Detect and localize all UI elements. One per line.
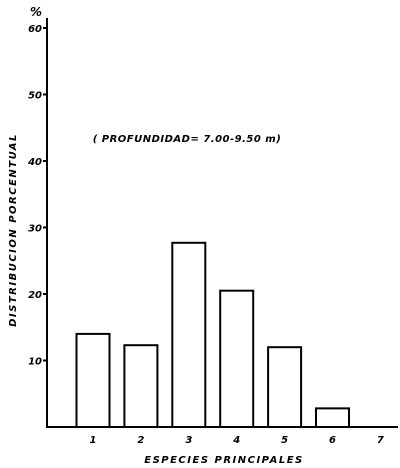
bar-2 xyxy=(123,344,159,428)
x-tick-label-7: 7 xyxy=(377,435,384,446)
x-tick-label-3: 3 xyxy=(185,435,192,446)
y-tick-label-20: 20 xyxy=(28,290,42,301)
chart-annotation: ( PROFUNDIDAD= 7.00-9.50 m) xyxy=(93,134,282,145)
bar-3 xyxy=(171,241,207,428)
x-tick-label-4: 4 xyxy=(232,435,240,446)
y-tick-label-30: 30 xyxy=(28,224,42,235)
y-unit-label: % xyxy=(30,5,42,19)
x-tick-label-2: 2 xyxy=(137,435,144,446)
y-tick-label-10: 10 xyxy=(28,357,42,368)
y-axis-title: DISTRIBUCION PORCENTUAL xyxy=(8,133,19,327)
bars-group xyxy=(75,241,350,429)
x-axis-title: ESPECIES PRINCIPALES xyxy=(144,455,304,466)
x-tick-label-6: 6 xyxy=(329,435,336,446)
y-tick-label-60: 60 xyxy=(28,24,42,35)
x-ticks-group: 1 2 3 4 5 6 7 xyxy=(90,435,384,446)
bar-5 xyxy=(267,346,303,429)
y-tick-label-50: 50 xyxy=(28,91,42,102)
bar-6 xyxy=(315,407,350,429)
bar-4 xyxy=(219,289,255,428)
bar-1 xyxy=(75,332,111,428)
x-tick-label-1: 1 xyxy=(90,435,97,446)
y-tick-label-40: 40 xyxy=(27,157,42,168)
y-ticks-group: 10 20 30 40 50 60 xyxy=(27,24,47,368)
x-tick-label-5: 5 xyxy=(281,435,288,446)
